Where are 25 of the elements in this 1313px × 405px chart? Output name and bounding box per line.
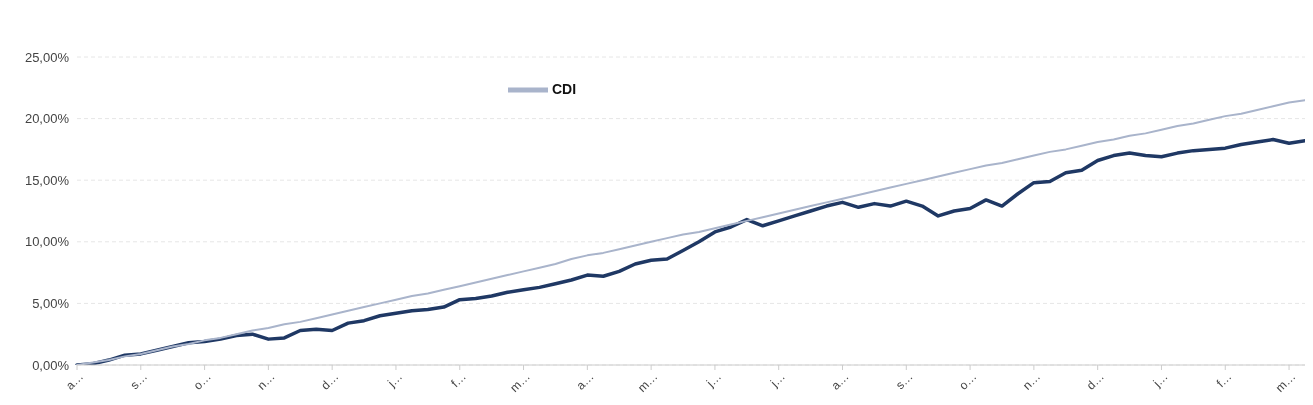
- x-tick-label: n…: [254, 369, 278, 393]
- x-tick-label: m…: [507, 369, 533, 395]
- x-tick-label: f…: [448, 369, 469, 391]
- x-tick-label: d…: [318, 369, 342, 393]
- y-tick-label: 20,00%: [24, 111, 70, 127]
- y-tick-label: 10,00%: [24, 234, 70, 250]
- y-tick-label: 15,00%: [24, 172, 70, 188]
- x-tick-label: j…: [384, 369, 406, 391]
- x-tick-label: j…: [703, 369, 725, 391]
- y-tick-label: 25,00%: [24, 49, 70, 65]
- y-tick-label: 5,00%: [32, 296, 70, 312]
- x-tick-label: m…: [634, 369, 661, 395]
- x-tick-label: j…: [1149, 369, 1171, 391]
- x-tick-label: m…: [1272, 369, 1299, 395]
- x-tick-label: a…: [828, 369, 852, 393]
- x-tick-label: j…: [766, 369, 788, 391]
- x-tick-label: o…: [956, 369, 980, 393]
- x-tick-label: s…: [892, 369, 916, 393]
- x-tick-label: a…: [573, 369, 597, 393]
- x-tick-label: d…: [1083, 369, 1107, 393]
- legend-label: CDI: [552, 80, 577, 97]
- x-tick-label: n…: [1019, 369, 1044, 393]
- x-tick-label: f…: [1213, 369, 1235, 391]
- x-tick-label: s…: [127, 369, 150, 393]
- x-tick-label: o…: [190, 369, 214, 393]
